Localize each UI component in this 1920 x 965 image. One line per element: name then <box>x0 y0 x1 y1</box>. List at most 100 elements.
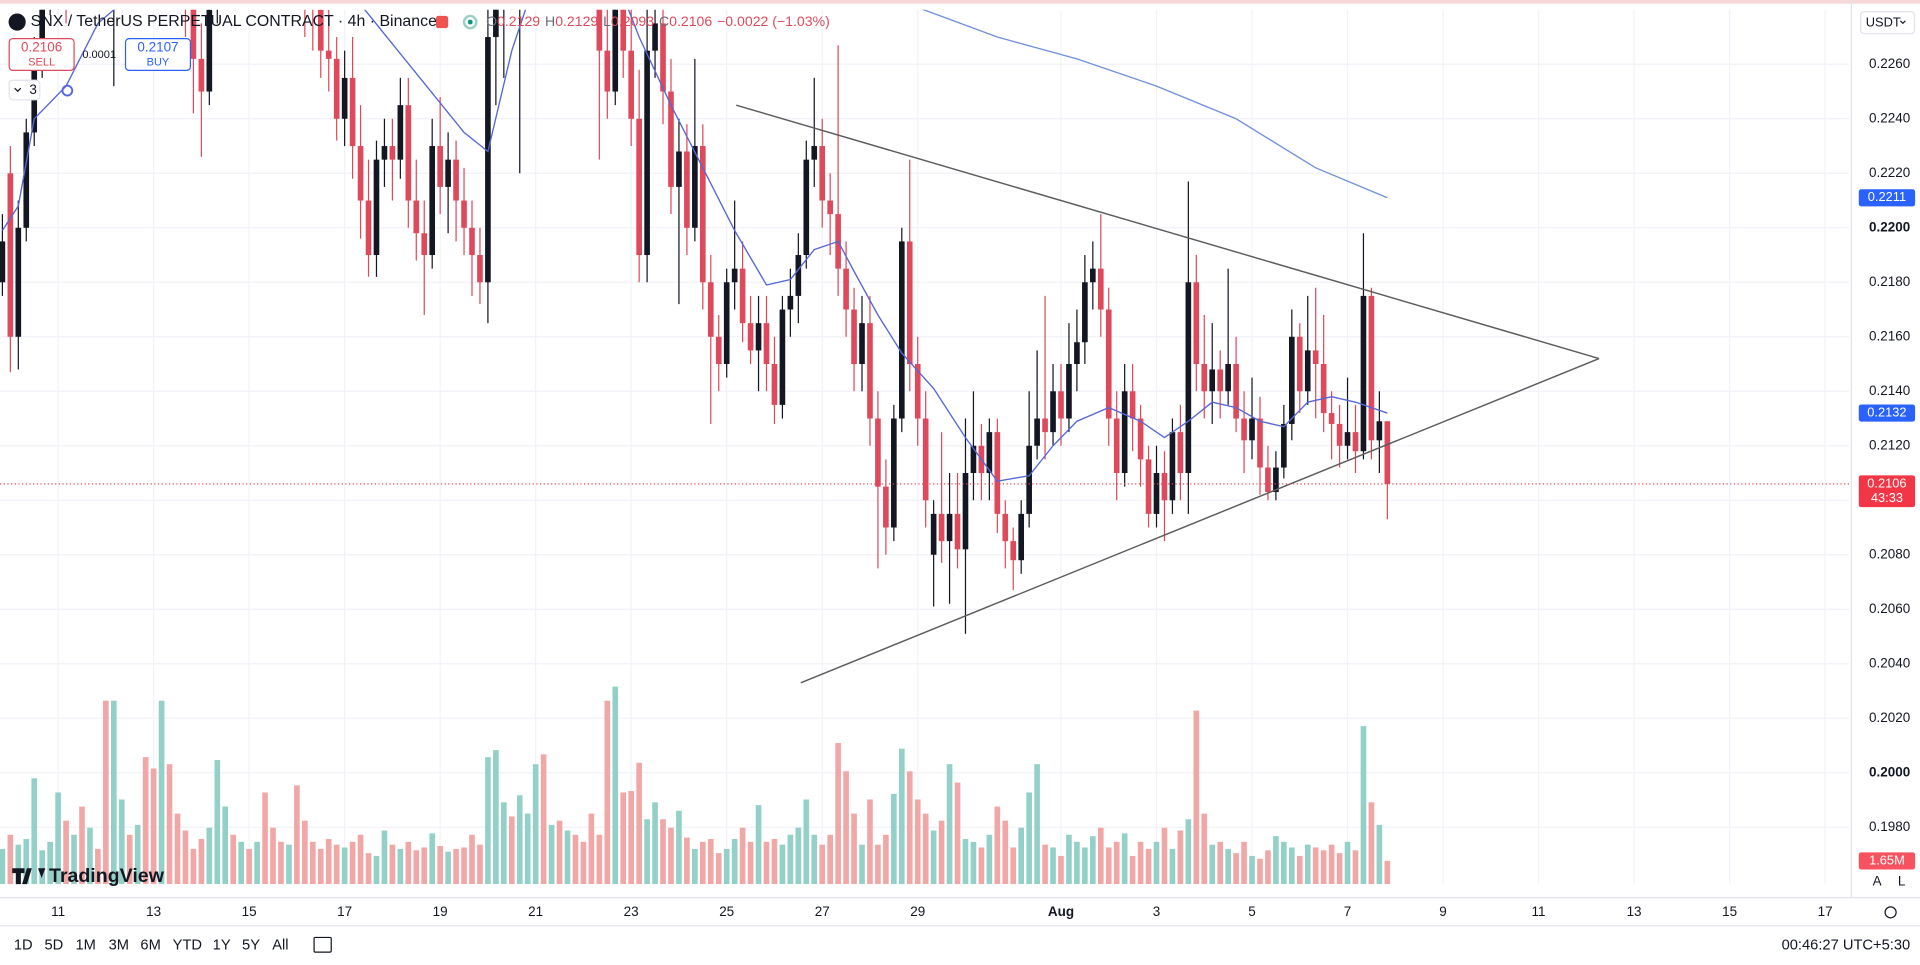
y-tick-label: 0.2040 <box>1869 655 1910 670</box>
volume-bar <box>938 820 945 885</box>
volume-bar <box>1129 855 1136 885</box>
x-tick-label: 17 <box>1818 904 1833 919</box>
ohlc-key: C <box>659 13 669 29</box>
x-tick-label: 13 <box>146 904 161 919</box>
candle-body <box>1328 413 1335 424</box>
candle-body <box>827 200 833 215</box>
volume-bar <box>1193 710 1200 885</box>
volume-bar <box>532 764 539 885</box>
volume-bar <box>31 778 38 885</box>
x-tick-label: 9 <box>1439 904 1446 919</box>
log-scale-button[interactable]: L <box>1898 873 1906 888</box>
candle-body <box>190 9 197 59</box>
volume-bar <box>755 805 762 885</box>
candle-body <box>1018 513 1025 561</box>
candle-body <box>819 146 826 201</box>
candle-body <box>1161 473 1168 501</box>
volume-bar <box>1336 853 1343 885</box>
range-button[interactable]: 1Y <box>213 937 231 953</box>
buy-button[interactable] <box>124 37 192 72</box>
candle-body <box>365 200 372 256</box>
candle-body <box>747 323 754 351</box>
y-tick-label: 0.2240 <box>1869 110 1910 125</box>
volume-bar <box>134 824 141 885</box>
volume-bar <box>453 848 459 885</box>
ohlc-key: O <box>486 13 497 29</box>
volume-bar <box>469 834 475 885</box>
x-tick-label: 19 <box>433 904 448 919</box>
candle-body <box>341 77 348 119</box>
auto-scale-button[interactable]: A <box>1873 873 1882 888</box>
volume-bar <box>333 844 340 885</box>
candle-body <box>715 336 722 365</box>
settings-icon[interactable] <box>1884 906 1897 919</box>
candle-body <box>1026 445 1032 514</box>
candle-body <box>421 233 428 256</box>
candle-body <box>1320 364 1327 414</box>
y-tick-label: 0.2060 <box>1869 601 1910 616</box>
volume-bar <box>126 834 133 885</box>
volume-bar <box>1265 850 1271 885</box>
volume-bar <box>1074 841 1080 885</box>
range-button[interactable]: All <box>272 937 288 953</box>
sell-button[interactable] <box>8 37 75 72</box>
range-button[interactable]: 1M <box>76 937 96 953</box>
volume-bar <box>692 848 698 885</box>
candle-body <box>381 146 388 160</box>
y-tick-label: 0.2080 <box>1869 546 1910 561</box>
range-button[interactable]: 5D <box>44 937 63 953</box>
candle-body <box>922 418 929 501</box>
volume-bar <box>294 785 300 885</box>
candle-body <box>1145 459 1152 514</box>
candle-body <box>1352 432 1359 452</box>
volume-bar <box>1090 836 1096 885</box>
volume-bar <box>1121 833 1128 885</box>
volume-bar <box>254 841 260 885</box>
candle-body <box>930 513 937 555</box>
volume-bar <box>875 844 881 885</box>
volume-bar <box>660 819 666 885</box>
ohlc-value: 0.2129 <box>497 13 540 29</box>
y-tick-label: 0.2200 <box>1869 219 1910 234</box>
volume-bar <box>7 834 14 885</box>
range-button[interactable]: 3M <box>109 937 129 953</box>
moving-average <box>921 9 1388 199</box>
candle-body <box>660 23 666 92</box>
x-tick-label: 21 <box>528 904 543 919</box>
volume-bar <box>190 848 197 885</box>
range-button[interactable]: YTD <box>173 937 202 953</box>
volume-bar <box>739 827 746 885</box>
top-strip <box>0 0 1920 4</box>
range-button[interactable]: 6M <box>140 937 160 953</box>
candle-body <box>309 9 316 10</box>
candle-body <box>333 58 340 119</box>
volume-bar <box>1201 813 1208 885</box>
candle-body <box>692 146 698 228</box>
candle-body <box>1113 418 1120 474</box>
volume-bar <box>405 841 412 885</box>
volume-bar <box>381 830 388 885</box>
volume-bar <box>676 810 682 885</box>
volume-bar <box>1352 850 1359 885</box>
volume-bar <box>1034 764 1040 885</box>
volume-bar <box>174 813 181 885</box>
candle-body <box>1209 369 1216 392</box>
range-button[interactable]: 5Y <box>242 937 260 953</box>
date-range-icon[interactable] <box>313 936 332 953</box>
currency-button[interactable] <box>1860 11 1916 35</box>
range-button[interactable]: 1D <box>14 937 33 953</box>
logo-text: TradingView <box>49 865 165 887</box>
currency: USDT <box>1866 15 1901 30</box>
volume-bar <box>1304 844 1311 885</box>
volume-bar <box>214 759 221 885</box>
candle-body <box>469 227 475 256</box>
flag-icon[interactable] <box>435 15 449 29</box>
volume-bar <box>700 841 706 885</box>
symbol-icon <box>8 13 26 31</box>
volume-bar <box>524 813 531 885</box>
indicator-toggle[interactable] <box>8 79 41 101</box>
candle-body <box>1312 350 1319 365</box>
candle-body <box>429 146 436 256</box>
